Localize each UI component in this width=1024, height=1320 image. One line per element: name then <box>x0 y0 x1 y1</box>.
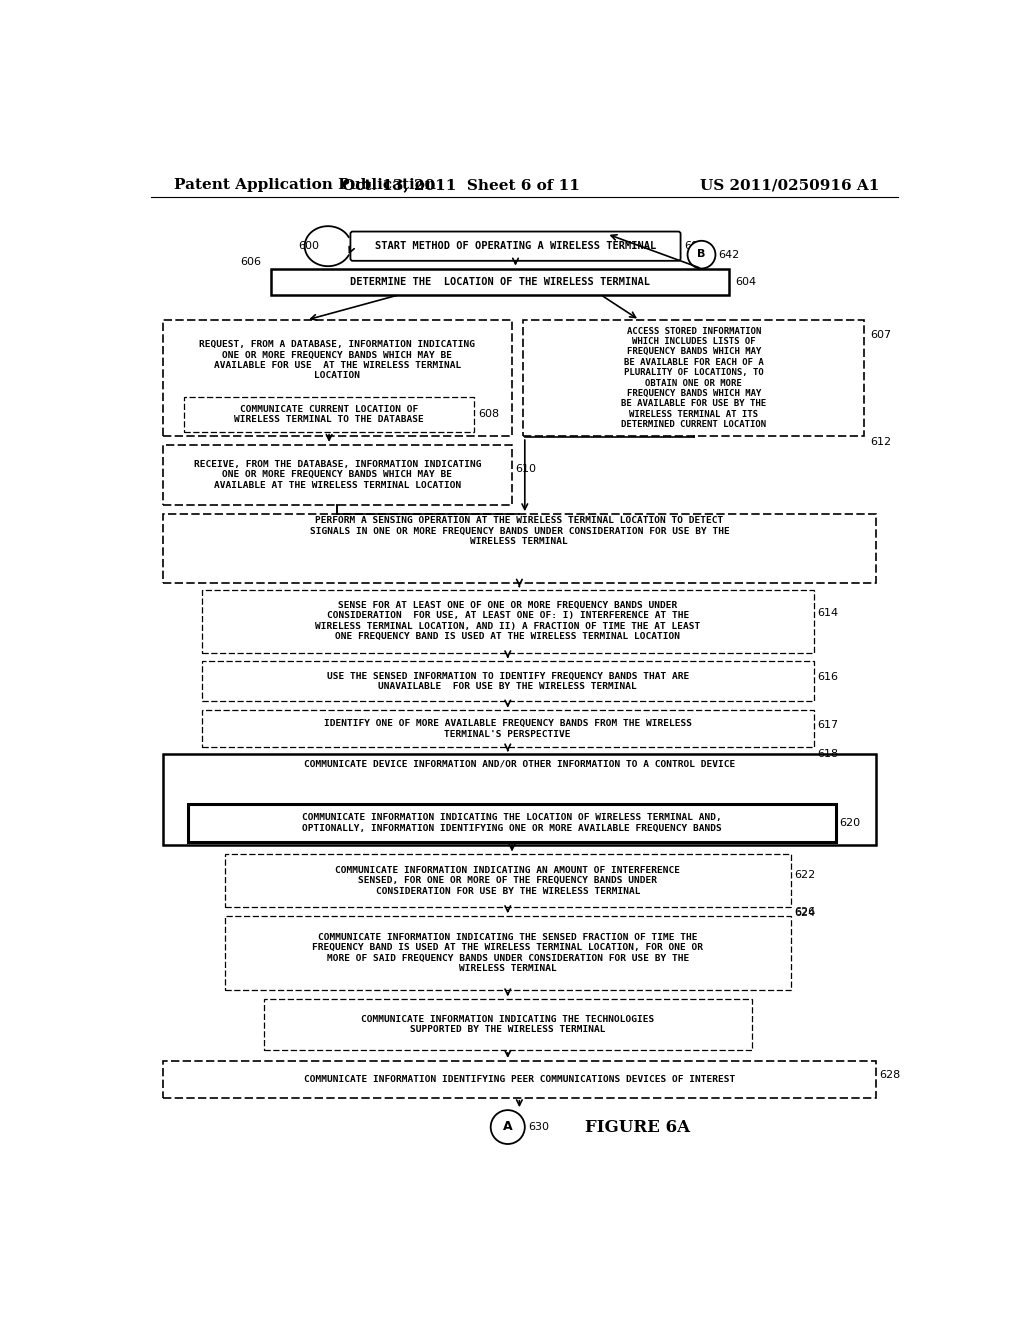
Text: 604: 604 <box>735 277 756 286</box>
Text: COMMUNICATE INFORMATION INDICATING AN AMOUNT OF INTERFERENCE
SENSED, FOR ONE OR : COMMUNICATE INFORMATION INDICATING AN AM… <box>335 866 680 895</box>
Bar <box>202 590 814 653</box>
Bar <box>263 999 752 1051</box>
Bar <box>202 661 814 701</box>
Text: 608: 608 <box>478 409 500 420</box>
Text: 630: 630 <box>528 1122 549 1133</box>
Circle shape <box>687 240 716 268</box>
Text: 642: 642 <box>719 249 739 260</box>
Text: DETERMINE THE  LOCATION OF THE WIRELESS TERMINAL: DETERMINE THE LOCATION OF THE WIRELESS T… <box>350 277 650 286</box>
Text: 620: 620 <box>840 818 860 828</box>
Text: RECEIVE, FROM THE DATABASE, INFORMATION INDICATING
ONE OR MORE FREQUENCY BANDS W: RECEIVE, FROM THE DATABASE, INFORMATION … <box>194 459 481 490</box>
Text: 616: 616 <box>818 672 839 682</box>
Text: COMMUNICATE DEVICE INFORMATION AND/OR OTHER INFORMATION TO A CONTROL DEVICE: COMMUNICATE DEVICE INFORMATION AND/OR OT… <box>304 759 735 768</box>
Text: 600: 600 <box>299 242 319 251</box>
Text: USE THE SENSED INFORMATION TO IDENTIFY FREQUENCY BANDS THAT ARE
UNAVAILABLE  FOR: USE THE SENSED INFORMATION TO IDENTIFY F… <box>327 672 689 690</box>
Text: 618: 618 <box>818 748 839 759</box>
Text: 607: 607 <box>870 330 892 341</box>
Bar <box>225 916 791 990</box>
Text: 626: 626 <box>795 907 816 917</box>
Text: COMMUNICATE CURRENT LOCATION OF
WIRELESS TERMINAL TO THE DATABASE: COMMUNICATE CURRENT LOCATION OF WIRELESS… <box>234 405 424 424</box>
Text: 610: 610 <box>515 463 537 474</box>
Bar <box>163 321 512 436</box>
Text: Oct. 13, 2011  Sheet 6 of 11: Oct. 13, 2011 Sheet 6 of 11 <box>342 178 581 193</box>
Text: ACCESS STORED INFORMATION
WHICH INCLUDES LISTS OF
FREQUENCY BANDS WHICH MAY
BE A: ACCESS STORED INFORMATION WHICH INCLUDES… <box>622 326 766 429</box>
Bar <box>163 755 876 845</box>
Bar <box>163 445 512 506</box>
Bar <box>188 804 836 842</box>
Circle shape <box>490 1110 524 1144</box>
Text: COMMUNICATE INFORMATION IDENTIFYING PEER COMMUNICATIONS DEVICES OF INTEREST: COMMUNICATE INFORMATION IDENTIFYING PEER… <box>304 1074 735 1084</box>
Bar <box>163 515 876 583</box>
Text: US 2011/0250916 A1: US 2011/0250916 A1 <box>700 178 880 193</box>
Text: SENSE FOR AT LEAST ONE OF ONE OR MORE FREQUENCY BANDS UNDER
CONSIDERATION  FOR U: SENSE FOR AT LEAST ONE OF ONE OR MORE FR… <box>315 601 700 642</box>
Bar <box>225 854 791 907</box>
Text: B: B <box>697 249 706 259</box>
Text: A: A <box>503 1119 513 1133</box>
Bar <box>271 268 729 294</box>
Text: IDENTIFY ONE OF MORE AVAILABLE FREQUENCY BANDS FROM THE WIRELESS
TERMINAL'S PERS: IDENTIFY ONE OF MORE AVAILABLE FREQUENCY… <box>324 719 692 739</box>
Text: PERFORM A SENSING OPERATION AT THE WIRELESS TERMINAL LOCATION TO DETECT
SIGNALS : PERFORM A SENSING OPERATION AT THE WIREL… <box>309 516 729 546</box>
Text: COMMUNICATE INFORMATION INDICATING THE SENSED FRACTION OF TIME THE
FREQUENCY BAN: COMMUNICATE INFORMATION INDICATING THE S… <box>312 933 703 973</box>
Text: 624: 624 <box>795 908 816 917</box>
Text: 606: 606 <box>241 257 261 268</box>
Text: Patent Application Publication: Patent Application Publication <box>174 178 436 193</box>
Text: 602: 602 <box>684 242 706 251</box>
Text: 612: 612 <box>870 437 892 446</box>
Bar <box>163 1061 876 1098</box>
Text: 622: 622 <box>795 870 816 879</box>
Bar <box>202 710 814 747</box>
Text: 617: 617 <box>818 721 839 730</box>
Text: COMMUNICATE INFORMATION INDICATING THE TECHNOLOGIES
SUPPORTED BY THE WIRELESS TE: COMMUNICATE INFORMATION INDICATING THE T… <box>361 1015 654 1035</box>
Text: START METHOD OF OPERATING A WIRELESS TERMINAL: START METHOD OF OPERATING A WIRELESS TER… <box>375 242 656 251</box>
Text: 628: 628 <box>880 1071 901 1081</box>
Bar <box>523 321 864 436</box>
Text: REQUEST, FROM A DATABASE, INFORMATION INDICATING
ONE OR MORE FREQUENCY BANDS WHI: REQUEST, FROM A DATABASE, INFORMATION IN… <box>200 341 475 380</box>
Text: FIGURE 6A: FIGURE 6A <box>586 1118 690 1135</box>
Text: COMMUNICATE INFORMATION INDICATING THE LOCATION OF WIRELESS TERMINAL AND,
OPTION: COMMUNICATE INFORMATION INDICATING THE L… <box>302 813 722 833</box>
Bar <box>183 397 474 432</box>
FancyBboxPatch shape <box>350 231 681 261</box>
Text: 614: 614 <box>818 609 839 619</box>
